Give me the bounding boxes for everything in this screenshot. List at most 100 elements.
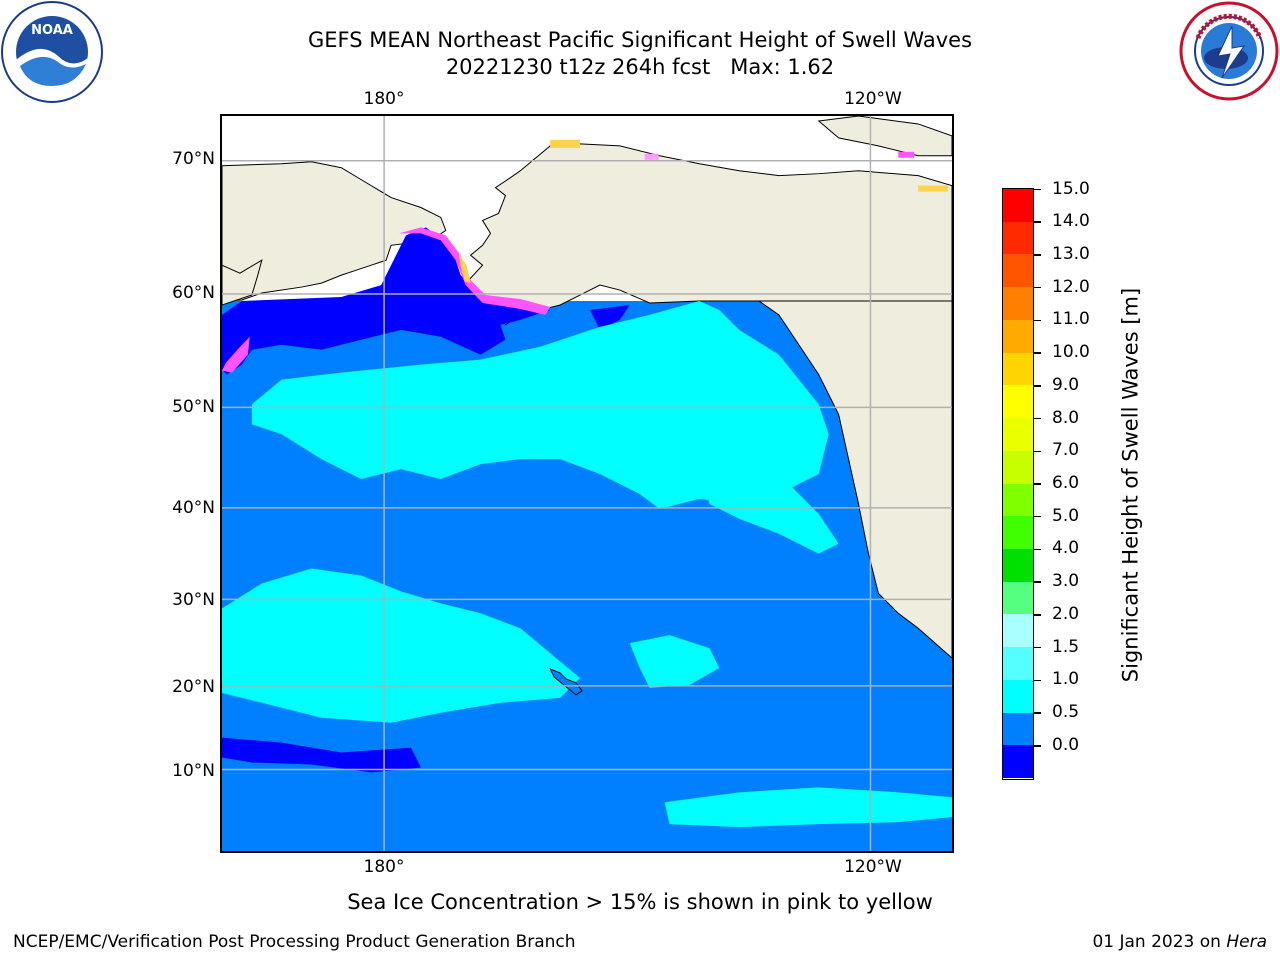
footer-date-text: 01 Jan 2023 on — [1092, 932, 1227, 952]
colorbar-tick-mark — [1034, 352, 1041, 354]
colorbar-tick-mark — [1034, 581, 1041, 583]
sea-ice-arctic-2 — [644, 153, 659, 160]
colorbar-tick-label: 1.5 — [1052, 636, 1080, 657]
colorbar-segment — [1003, 548, 1033, 583]
colorbar-tick-label: 6.0 — [1052, 473, 1080, 493]
colorbar-segment — [1003, 516, 1033, 550]
colorbar-tick-label: 9.0 — [1052, 374, 1080, 395]
nws-logo — [1179, 1, 1279, 101]
colorbar-tick-label: 13.0 — [1052, 243, 1090, 264]
lat-tick-20n: 20°N — [172, 677, 215, 697]
swell-lowest-tropics — [222, 737, 421, 773]
sea-ice-bering-edge — [458, 253, 471, 284]
colorbar-segment — [1003, 418, 1033, 452]
colorbar-segment — [1003, 745, 1033, 779]
colorbar-tick-label: 5.0 — [1052, 505, 1080, 526]
colorbar-tick-mark — [1034, 712, 1041, 714]
colorbar-tick-mark — [1034, 483, 1041, 485]
colorbar-tick-label: 15.0 — [1052, 178, 1090, 199]
colorbar-label: Significant Height of Swell Waves [m] — [1118, 287, 1143, 683]
colorbar-segment — [1003, 385, 1033, 419]
land-arctic-islands — [817, 116, 952, 157]
colorbar — [1002, 188, 1034, 780]
lat-tick-10n: 10°N — [172, 761, 215, 781]
land-alaska — [468, 143, 952, 326]
sea-ice-bering — [399, 227, 551, 315]
colorbar-tick-mark — [1034, 385, 1041, 387]
footer-date: 01 Jan 2023 on Hera — [1092, 932, 1267, 952]
colorbar-tick-label: 0.5 — [1052, 702, 1080, 723]
colorbar-tick-label: 10.0 — [1052, 342, 1090, 363]
colorbar-tick-label: 0.0 — [1052, 734, 1080, 755]
colorbar-tick-label: 1.0 — [1052, 669, 1080, 690]
lon-tick-bottom-180: 180° — [363, 857, 405, 877]
colorbar-tick-label: 8.0 — [1052, 407, 1080, 428]
chart-title: GEFS MEAN Northeast Pacific Significant … — [307, 28, 973, 52]
colorbar-segment — [1003, 189, 1033, 223]
colorbar-segment — [1003, 254, 1033, 288]
lon-tick-top-120w: 120°W — [844, 89, 902, 109]
swell-lowest-gulf — [589, 304, 630, 330]
lon-tick-top-180: 180° — [363, 89, 405, 109]
colorbar-segment — [1003, 581, 1033, 615]
colorbar-tick-mark — [1034, 614, 1041, 616]
noaa-logo: NOAA — [1, 1, 103, 103]
sea-ice-kamchatka — [222, 336, 250, 373]
lon-tick-bottom-120w: 120°W — [844, 857, 902, 877]
colorbar-segment — [1003, 647, 1033, 681]
footer-host: Hera — [1226, 932, 1267, 952]
lat-tick-40n: 40°N — [172, 498, 215, 518]
swell-mid-east — [664, 787, 952, 828]
colorbar-label-box: Significant Height of Swell Waves [m] — [1098, 285, 1164, 685]
colorbar-tick-mark — [1034, 548, 1041, 551]
colorbar-tick-mark — [1034, 679, 1041, 682]
lat-tick-30n: 30°N — [172, 590, 215, 610]
swell-mid-central — [629, 635, 720, 688]
sea-ice-arctic-1 — [550, 139, 581, 148]
colorbar-tick-label: 12.0 — [1052, 276, 1090, 297]
noaa-logo-text: NOAA — [31, 23, 73, 38]
colorbar-tick-mark — [1034, 286, 1041, 289]
colorbar-tick-mark — [1034, 188, 1041, 191]
colorbar-tick-mark — [1034, 417, 1041, 420]
colorbar-segment — [1003, 679, 1033, 714]
swell-mid-north-band — [251, 300, 829, 509]
map-graticule — [222, 116, 952, 851]
sea-ice-arctic-4 — [918, 185, 949, 192]
colorbar-tick-label: 2.0 — [1052, 603, 1080, 624]
colorbar-segment — [1003, 483, 1033, 517]
colorbar-tick-label: 4.0 — [1052, 538, 1080, 559]
colorbar-segment — [1003, 319, 1033, 354]
colorbar-segment — [1003, 450, 1033, 484]
colorbar-segment — [1003, 352, 1033, 386]
colorbar-segment — [1003, 712, 1033, 746]
colorbar-segment — [1003, 614, 1033, 648]
colorbar-segment — [1003, 221, 1033, 255]
colorbar-tick-label: 7.0 — [1052, 440, 1080, 461]
lat-tick-50n: 50°N — [172, 397, 215, 417]
wave-height-map — [220, 114, 954, 853]
colorbar-tick-label: 11.0 — [1052, 309, 1090, 330]
colorbar-tick-label: 3.0 — [1052, 571, 1080, 592]
footer-credit: NCEP/EMC/Verification Post Processing Pr… — [13, 932, 576, 952]
chart-subtitle: 20221230 t12z 264h fcst Max: 1.62 — [445, 55, 835, 79]
land-hawaii — [549, 668, 583, 696]
land-siberia — [222, 161, 447, 302]
swell-mid-subtropical — [222, 568, 581, 723]
swell-lowest-bering — [222, 227, 551, 375]
colorbar-tick-label: 14.0 — [1052, 211, 1090, 232]
colorbar-tick-mark — [1034, 646, 1041, 649]
sea-ice-arctic-3 — [898, 151, 915, 158]
colorbar-tick-mark — [1034, 745, 1041, 747]
lat-tick-70n: 70°N — [172, 149, 215, 169]
colorbar-tick-mark — [1034, 254, 1041, 256]
lat-tick-60n: 60°N — [172, 283, 215, 303]
colorbar-tick-mark — [1034, 319, 1041, 322]
colorbar-tick-mark — [1034, 450, 1041, 453]
swell-mid-northeast — [699, 454, 839, 554]
land-canada-coast — [739, 300, 952, 659]
colorbar-segment — [1003, 287, 1033, 321]
sea-ice-caption: Sea Ice Concentration > 15% is shown in … — [347, 890, 933, 914]
colorbar-tick-mark — [1034, 515, 1041, 518]
colorbar-tick-mark — [1034, 221, 1041, 223]
